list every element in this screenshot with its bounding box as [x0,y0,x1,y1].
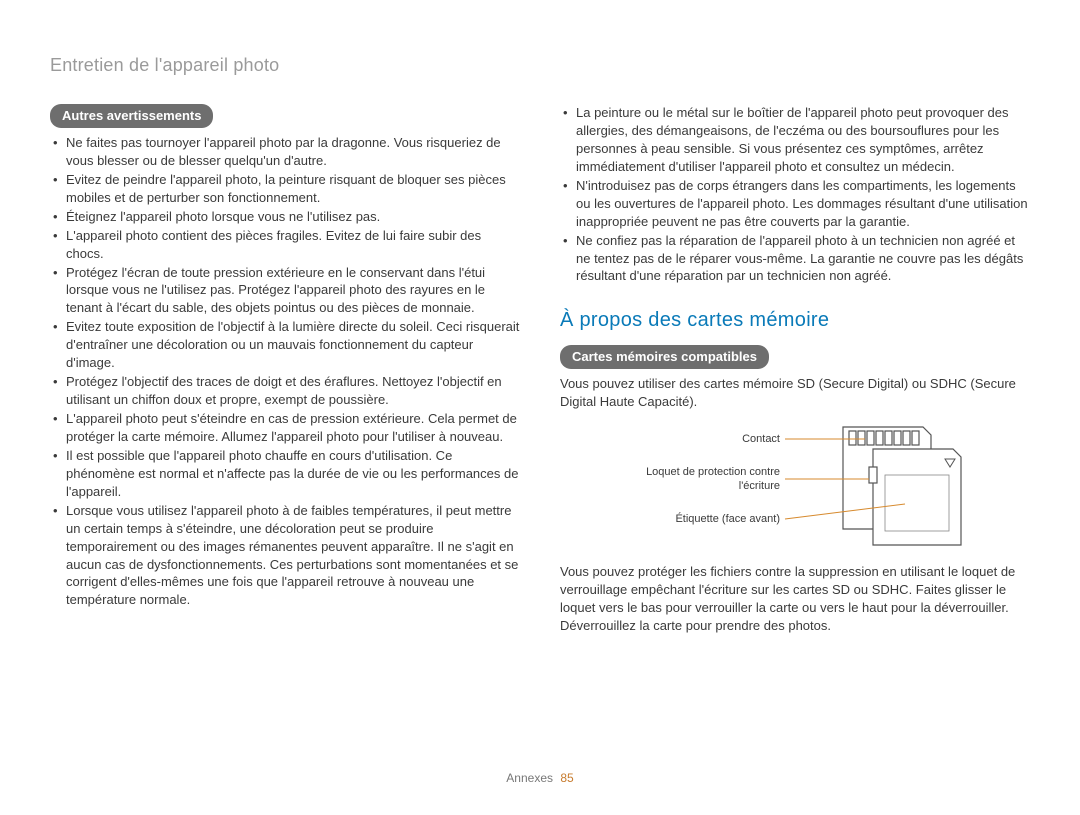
list-item: Lorsque vous utilisez l'appareil photo à… [50,502,520,610]
list-item: Evitez toute exposition de l'objectif à … [50,318,520,372]
list-item: Protégez l'écran de toute pression extér… [50,264,520,318]
list-item: Evitez de peindre l'appareil photo, la p… [50,171,520,207]
right-column: La peinture ou le métal sur le boîtier d… [560,104,1030,635]
section-title-memory: À propos des cartes mémoire [560,307,1030,335]
list-item: Éteignez l'appareil photo lorsque vous n… [50,208,520,226]
list-item: Ne faites pas tournoyer l'appareil photo… [50,134,520,170]
left-column: Autres avertissements Ne faites pas tour… [50,104,520,635]
two-column-layout: Autres avertissements Ne faites pas tour… [50,104,1030,635]
manual-page: Entretien de l'appareil photo Autres ave… [0,0,1080,815]
diagram-label-lock-2: l'écriture [739,480,780,492]
sd-card-svg: Contact Loquet de protection contre l'éc… [605,419,985,549]
footer-section: Annexes [506,771,553,785]
footer-page-number: 85 [560,771,573,785]
list-item: L'appareil photo contient des pièces fra… [50,227,520,263]
list-item: Ne confiez pas la réparation de l'appare… [560,232,1030,286]
subsection-pill-cards: Cartes mémoires compatibles [560,345,769,369]
list-item: Il est possible que l'appareil photo cha… [50,447,520,501]
cards-outro: Vous pouvez protéger les fichiers contre… [560,563,1030,635]
list-item: Protégez l'objectif des traces de doigt … [50,373,520,409]
diagram-label-front: Étiquette (face avant) [675,512,780,525]
sd-card-diagram: Contact Loquet de protection contre l'éc… [560,419,1030,549]
diagram-label-lock-1: Loquet de protection contre [646,466,780,478]
page-footer: Annexes 85 [0,771,1080,785]
warnings-list-cont: La peinture ou le métal sur le boîtier d… [560,104,1030,285]
list-item: L'appareil photo peut s'éteindre en cas … [50,410,520,446]
cards-intro: Vous pouvez utiliser des cartes mémoire … [560,375,1030,411]
list-item: La peinture ou le métal sur le boîtier d… [560,104,1030,176]
page-header: Entretien de l'appareil photo [50,55,1030,76]
subsection-pill-warnings: Autres avertissements [50,104,213,128]
diagram-label-contact: Contact [742,433,780,445]
list-item: N'introduisez pas de corps étrangers dan… [560,177,1030,231]
warnings-list: Ne faites pas tournoyer l'appareil photo… [50,134,520,609]
